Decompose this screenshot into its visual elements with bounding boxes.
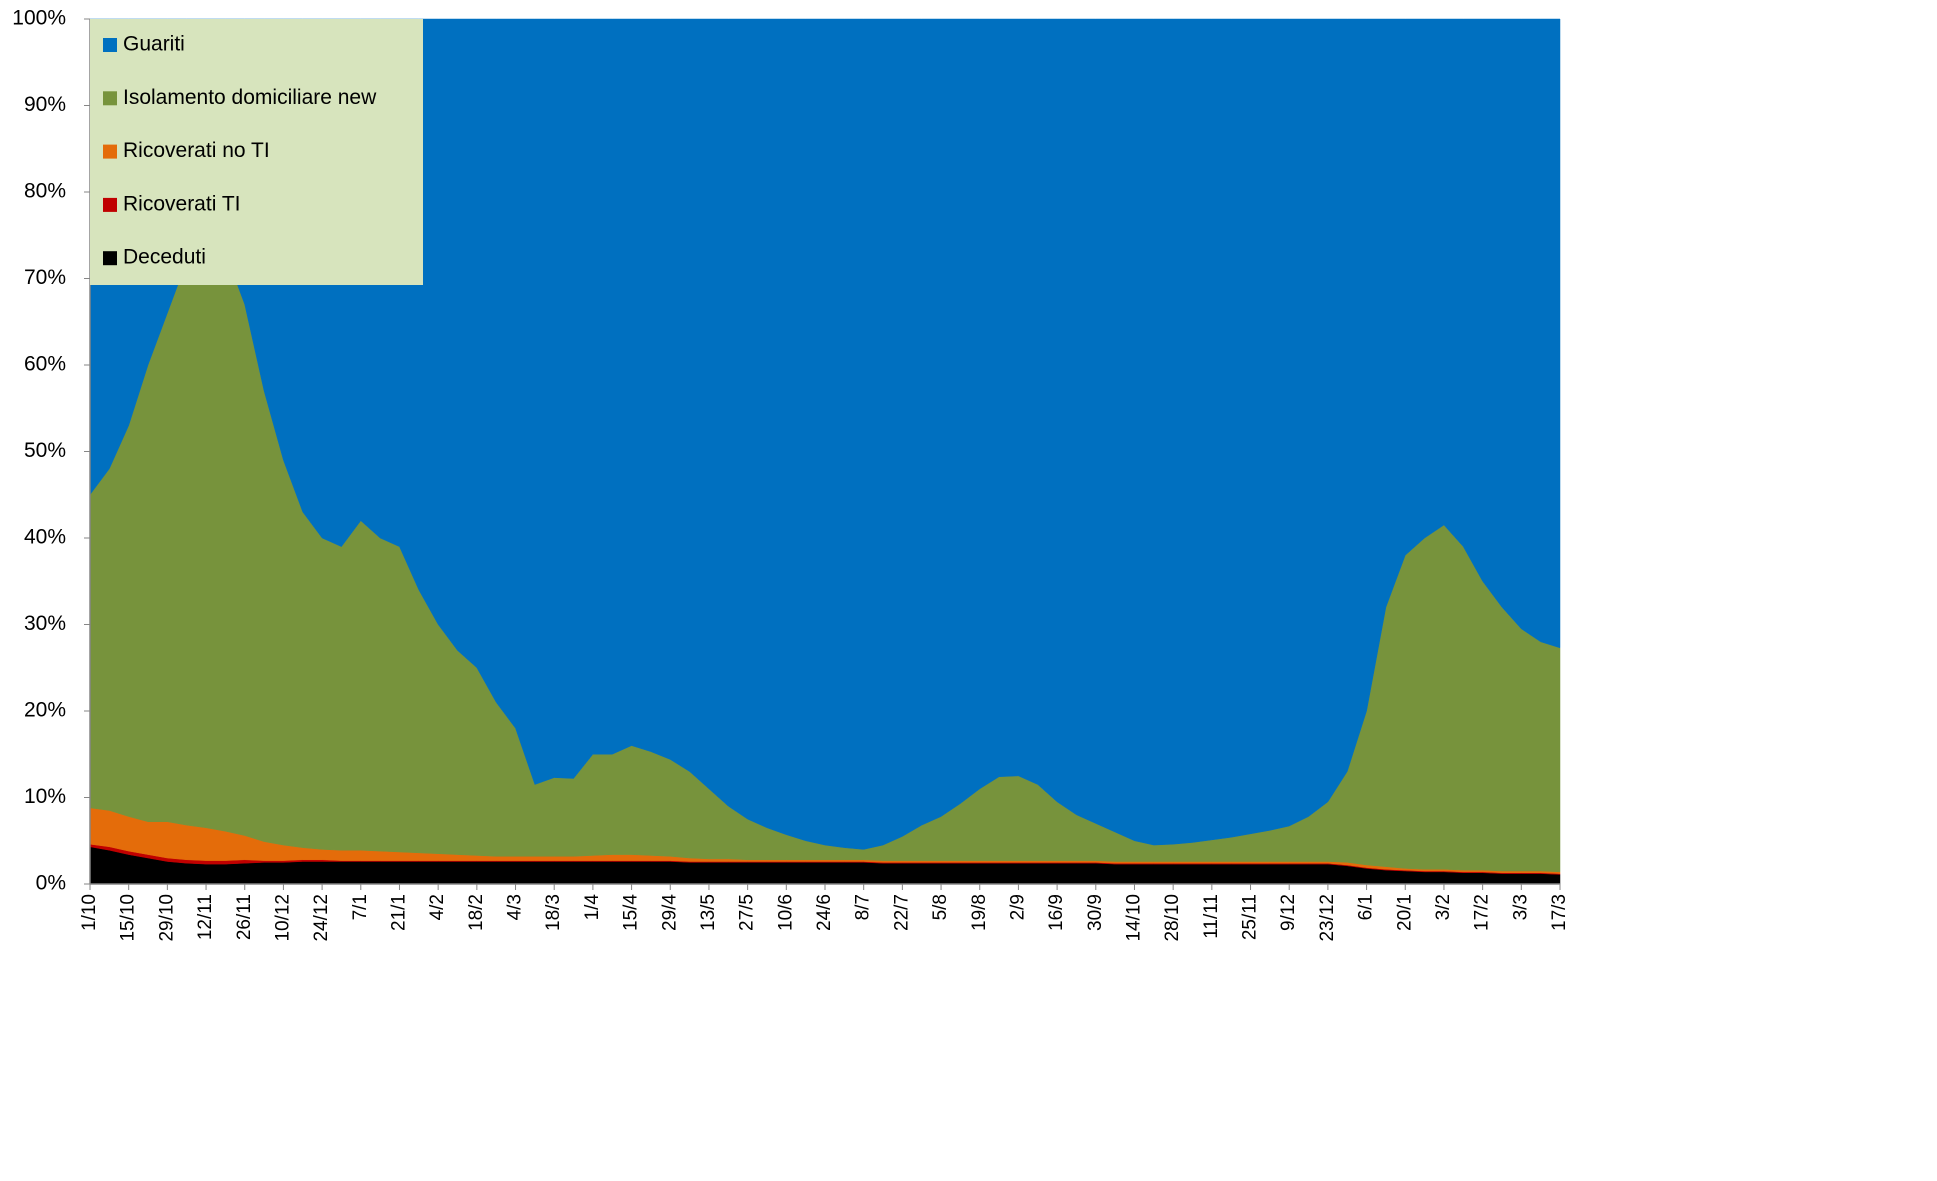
y-tick-label: 40% bbox=[24, 526, 66, 549]
x-tick-label: 24/6 bbox=[814, 894, 835, 931]
x-tick-label: 17/3 bbox=[1549, 894, 1570, 931]
x-tick-label: 26/11 bbox=[234, 894, 255, 940]
y-tick-label: 0% bbox=[36, 872, 66, 895]
legend-label: Ricoverati TI bbox=[123, 192, 240, 215]
x-tick-label: 4/3 bbox=[505, 894, 526, 920]
x-tick-label: 24/12 bbox=[311, 894, 332, 942]
y-tick-label: 20% bbox=[24, 699, 66, 722]
legend-label: Deceduti bbox=[123, 246, 206, 269]
y-tick-label: 50% bbox=[24, 439, 66, 462]
x-tick-label: 15/10 bbox=[118, 894, 139, 942]
x-tick-label: 12/11 bbox=[195, 894, 216, 940]
x-tick-label: 17/2 bbox=[1472, 894, 1493, 931]
x-tick-label: 28/10 bbox=[1162, 894, 1183, 942]
x-tick-label: 10/6 bbox=[775, 894, 796, 931]
x-tick-label: 10/12 bbox=[272, 894, 293, 942]
x-tick-label: 15/4 bbox=[621, 894, 642, 931]
area bbox=[89, 18, 1561, 850]
legend-swatch bbox=[103, 197, 117, 212]
y-tick-label: 70% bbox=[24, 266, 66, 289]
y-tick-label: 90% bbox=[24, 93, 66, 116]
legend-label: Guariti bbox=[123, 33, 185, 56]
y-tick-label: 60% bbox=[24, 353, 66, 376]
legend-label: Isolamento domiciliare new bbox=[123, 86, 377, 109]
x-tick-label: 22/7 bbox=[891, 894, 912, 931]
x-tick-label: 9/12 bbox=[1278, 894, 1299, 931]
y-tick-label: 100% bbox=[12, 7, 66, 30]
y-tick-label: 80% bbox=[24, 180, 66, 203]
legend-swatch bbox=[103, 251, 117, 266]
y-tick-label: 30% bbox=[24, 612, 66, 635]
x-tick-label: 2/9 bbox=[1007, 894, 1028, 920]
x-tick-label: 14/10 bbox=[1123, 894, 1144, 942]
x-tick-label: 19/8 bbox=[969, 894, 990, 931]
x-tick-label: 27/5 bbox=[737, 894, 758, 931]
x-tick-label: 13/5 bbox=[698, 894, 719, 931]
x-tick-label: 11/11 bbox=[1201, 894, 1222, 939]
x-tick-label: 1/10 bbox=[79, 894, 100, 931]
y-tick-label: 10% bbox=[24, 785, 66, 808]
x-tick-label: 29/10 bbox=[156, 894, 177, 942]
x-tick-label: 18/3 bbox=[543, 894, 564, 931]
legend-swatch bbox=[103, 144, 117, 159]
x-tick-label: 30/9 bbox=[1085, 894, 1106, 931]
legend-label: Ricoverati no TI bbox=[123, 139, 270, 162]
legend: Guariti Isolamento domiciliare new Ricover… bbox=[90, 19, 423, 285]
legend-box bbox=[90, 19, 423, 285]
x-tick-label: 21/1 bbox=[388, 894, 409, 931]
legend-swatch bbox=[103, 38, 117, 52]
x-tick-label: 25/11 bbox=[1240, 894, 1261, 940]
x-tick-label: 7/1 bbox=[350, 894, 371, 920]
x-tick-label: 4/2 bbox=[427, 894, 448, 920]
x-tick-label: 23/12 bbox=[1317, 894, 1338, 942]
x-tick-label: 3/3 bbox=[1510, 894, 1531, 920]
x-tick-label: 16/9 bbox=[1046, 894, 1067, 931]
x-tick-label: 29/4 bbox=[659, 894, 680, 931]
legend-swatch bbox=[103, 91, 117, 106]
x-tick-label: 8/7 bbox=[853, 894, 874, 920]
x-tick-label: 3/2 bbox=[1433, 894, 1454, 920]
x-tick-label: 5/8 bbox=[930, 894, 951, 920]
x-tick-label: 20/1 bbox=[1394, 894, 1415, 931]
x-tick-label: 6/1 bbox=[1356, 894, 1377, 920]
x-tick-label: 18/2 bbox=[466, 894, 487, 931]
x-tick-label: 1/4 bbox=[582, 894, 603, 921]
